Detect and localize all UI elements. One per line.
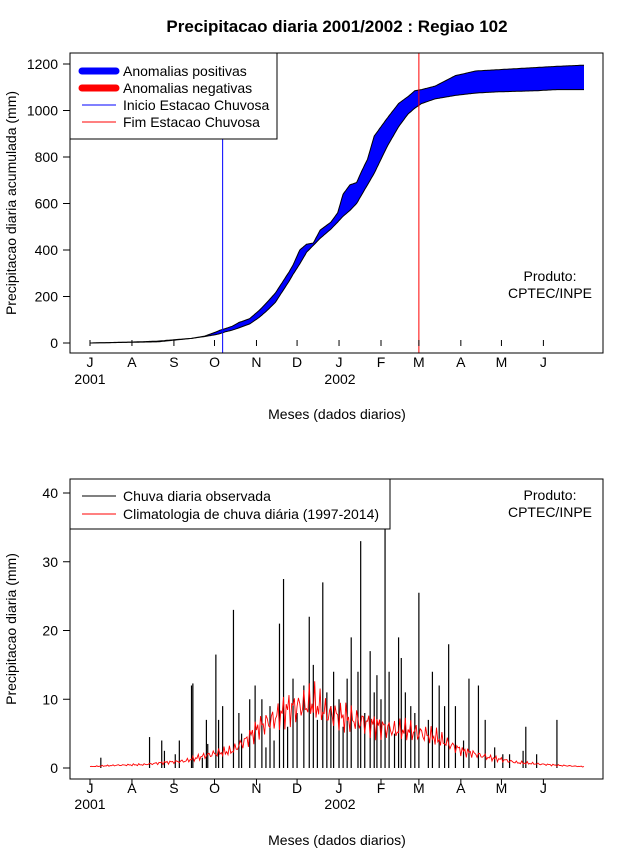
climatology-accumulation-line xyxy=(90,89,584,344)
x-tick-label: M xyxy=(413,354,425,370)
daily-year-label-2001: 2001 xyxy=(74,796,105,812)
legend-negative-label: Anomalias negativas xyxy=(123,80,252,96)
y-tick-label: 1200 xyxy=(27,56,58,72)
y-tick-label: 1000 xyxy=(27,103,58,119)
cumulative-legend: Anomalias positivas Anomalias negativas … xyxy=(69,52,278,140)
legend-onset-label: Inicio Estacao Chuvosa xyxy=(123,97,270,113)
x-tick-label: J xyxy=(87,354,94,370)
legend-observed-label: Chuva diaria observada xyxy=(123,488,271,504)
daily-annotation-line2: CPTEC/INPE xyxy=(508,504,592,520)
cumulative-x-axis-title: Meses (dados diarios) xyxy=(268,406,406,422)
x-tick-label: O xyxy=(209,780,220,796)
daily-legend-box xyxy=(69,478,391,530)
cumulative-y-axis-title: Precipitacao diaria acumulada (mm) xyxy=(3,91,19,315)
figure-title: Precipitacao diaria 2001/2002 : Regiao 1… xyxy=(166,17,507,36)
daily-annotation-line1: Produto: xyxy=(524,487,577,503)
x-tick-label: J xyxy=(87,780,94,796)
cumulative-annotation-line1: Produto: xyxy=(524,268,577,284)
y-tick-label: 200 xyxy=(35,289,59,305)
x-tick-label: J xyxy=(540,354,547,370)
y-tick-label: 30 xyxy=(42,554,58,570)
daily-x-axis-title: Meses (dados diarios) xyxy=(268,832,406,848)
daily-rain-chart: 0 10 20 30 40 J A S O N D J F M A M J 2001 2002 Meses (… xyxy=(3,478,604,848)
x-tick-label: M xyxy=(496,354,508,370)
cumulative-annotation-line2: CPTEC/INPE xyxy=(508,285,592,301)
x-tick-label: N xyxy=(251,354,261,370)
cumulative-legend-box xyxy=(69,52,278,140)
daily-year-label-2002: 2002 xyxy=(324,796,355,812)
x-tick-label: J xyxy=(336,354,343,370)
x-tick-label: D xyxy=(292,354,302,370)
x-tick-label: A xyxy=(456,780,466,796)
x-tick-label: A xyxy=(456,354,466,370)
cumulative-year-label-2002: 2002 xyxy=(324,371,355,387)
daily-legend: Chuva diaria observada Climatologia de c… xyxy=(69,478,391,530)
x-tick-label: O xyxy=(209,354,220,370)
x-tick-label: J xyxy=(540,780,547,796)
daily-y-axis: 0 10 20 30 40 xyxy=(42,485,70,776)
x-tick-label: S xyxy=(169,354,178,370)
cumulative-year-label-2001: 2001 xyxy=(74,371,105,387)
observed-rain-bars xyxy=(100,527,558,768)
y-tick-label: 800 xyxy=(35,149,59,165)
y-tick-label: 0 xyxy=(50,760,58,776)
x-tick-label: J xyxy=(336,780,343,796)
climatology-rain-line xyxy=(89,681,585,768)
climatology-line-layer xyxy=(89,681,585,768)
x-tick-label: M xyxy=(413,780,425,796)
y-tick-label: 10 xyxy=(42,691,58,707)
x-tick-label: S xyxy=(169,780,178,796)
daily-y-axis-title: Precipitacao diaria (mm) xyxy=(3,553,19,705)
legend-end-label: Fim Estacao Chuvosa xyxy=(123,114,260,130)
y-tick-label: 400 xyxy=(35,242,59,258)
legend-positive-label: Anomalias positivas xyxy=(123,63,247,79)
y-tick-label: 40 xyxy=(42,485,58,501)
x-tick-label: F xyxy=(377,354,386,370)
y-tick-label: 0 xyxy=(50,335,58,351)
x-tick-label: A xyxy=(127,780,137,796)
x-tick-label: A xyxy=(127,354,137,370)
x-tick-label: N xyxy=(251,780,261,796)
x-tick-label: F xyxy=(377,780,386,796)
y-tick-label: 20 xyxy=(42,623,58,639)
cumulative-y-axis: 0 200 400 600 800 1000 1200 xyxy=(27,56,70,351)
x-tick-label: M xyxy=(496,780,508,796)
y-tick-label: 600 xyxy=(35,196,59,212)
legend-climatology-label: Climatologia de chuva diária (1997-2014) xyxy=(123,506,379,522)
x-tick-label: D xyxy=(292,780,302,796)
